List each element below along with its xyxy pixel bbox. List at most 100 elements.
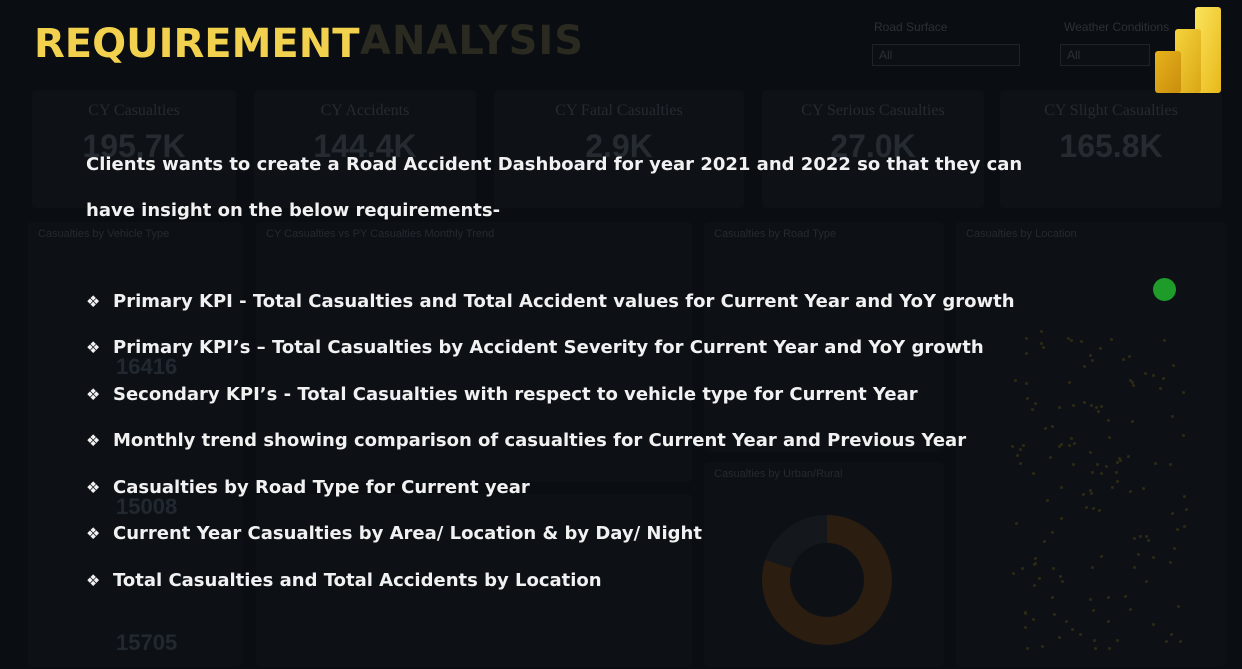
map-point — [1051, 530, 1055, 534]
map-point — [1032, 583, 1036, 587]
panel-title: Casualties by Urban/Rural — [714, 468, 843, 480]
road-surface-select[interactable]: All — [872, 44, 1020, 66]
diamond-bullet-icon: ❖ — [86, 570, 101, 590]
map-point — [1099, 405, 1103, 409]
diamond-bullet-icon: ❖ — [86, 477, 101, 497]
intro-line-2: have insight on the below requirements- — [86, 200, 501, 221]
map-point — [1080, 340, 1084, 344]
map-point — [1052, 612, 1056, 616]
vehicle-value: 16416 — [116, 354, 178, 379]
map-point — [1014, 379, 1018, 383]
map-point — [1129, 489, 1133, 493]
map-point — [1061, 580, 1065, 583]
weather-select[interactable]: All — [1060, 44, 1150, 66]
map-point — [1024, 351, 1028, 355]
map-point — [1091, 566, 1095, 570]
requirement-text: Casualties by Road Type for Current year — [113, 476, 530, 498]
map-point — [1170, 511, 1174, 515]
slide-heading: REQUIREMENT — [34, 21, 360, 67]
intro-text: Clients wants to create a Road Accident … — [86, 142, 1176, 234]
map-point — [1082, 493, 1086, 497]
kpi-value: 27.0K — [830, 128, 916, 164]
diamond-bullet-icon: ❖ — [86, 524, 101, 544]
requirement-item: ❖ Total Casualties and Total Accidents b… — [86, 557, 1015, 604]
map-point — [1164, 639, 1168, 643]
map-point — [1144, 534, 1148, 538]
kpi-label: CY Slight Casualties — [1044, 102, 1178, 119]
map-point — [1015, 522, 1019, 526]
map-point — [1020, 567, 1024, 571]
map-point — [1108, 646, 1112, 650]
map-point — [1128, 379, 1132, 383]
filter-label-weather: Weather Conditions — [1064, 20, 1170, 34]
kpi-card-cy-accidents: CY Accidents 144.4K — [254, 90, 476, 208]
map-point — [1019, 448, 1023, 452]
map-point — [1024, 336, 1028, 340]
map-point — [1092, 639, 1096, 643]
map-point — [1108, 435, 1112, 439]
filter-label-road-surface: Road Surface — [874, 20, 948, 34]
map-point — [1011, 572, 1015, 575]
map-point — [1071, 463, 1075, 467]
diamond-bullet-icon: ❖ — [86, 291, 101, 311]
map-point — [1133, 565, 1137, 569]
map-point — [1105, 464, 1109, 468]
map-point — [1182, 390, 1186, 394]
map-point — [1037, 577, 1041, 581]
map-point — [1089, 450, 1093, 454]
requirement-text: Total Casualties and Total Accidents by … — [113, 569, 602, 591]
map-point — [1159, 387, 1163, 391]
map-point — [1058, 445, 1062, 448]
panel-title: Casualties by Road Type — [714, 228, 837, 240]
map-point — [1097, 410, 1101, 414]
map-point — [1023, 611, 1027, 615]
map-point — [1143, 372, 1147, 376]
kpi-label: CY Casualties — [88, 102, 180, 119]
map-point — [1039, 330, 1043, 334]
map-point — [1092, 609, 1096, 613]
map-point — [1011, 445, 1015, 449]
map-point — [1070, 627, 1074, 631]
map-point — [1130, 380, 1134, 384]
map-point — [1182, 494, 1186, 498]
map-point — [1127, 455, 1131, 459]
kpi-card-cy-serious: CY Serious Casualties 27.0K — [762, 90, 984, 208]
panel-location-map: Casualties by Location — [956, 222, 1226, 667]
map-point — [1122, 357, 1126, 361]
map-point — [1024, 626, 1028, 630]
map-point — [1169, 633, 1173, 637]
map-point — [1098, 346, 1102, 350]
map-point — [1088, 598, 1092, 602]
map-point — [1021, 443, 1025, 447]
map-point — [1146, 538, 1150, 542]
map-point — [1124, 595, 1128, 599]
vehicle-value: 15008 — [116, 494, 178, 519]
requirement-text: Current Year Casualties by Area/ Locatio… — [113, 523, 702, 545]
map-point — [1161, 376, 1165, 380]
kpi-value: 165.8K — [1059, 128, 1163, 164]
map-point — [1175, 528, 1179, 532]
map-point — [1168, 560, 1172, 564]
map-point — [1091, 470, 1095, 474]
map-point — [1163, 339, 1167, 343]
map-point — [1181, 433, 1185, 437]
map-point — [1082, 364, 1086, 368]
requirement-item: ❖ Current Year Casualties by Area/ Locat… — [86, 511, 1015, 558]
map-point — [1088, 488, 1092, 492]
panel-title: Casualties by Vehicle Type — [38, 228, 170, 240]
diamond-bullet-icon: ❖ — [86, 431, 101, 451]
map-point — [1173, 546, 1177, 550]
map-point — [1066, 336, 1070, 340]
map-point — [1085, 506, 1089, 510]
map-point — [1058, 575, 1062, 579]
map-point — [1040, 645, 1044, 649]
map-point — [1046, 498, 1050, 502]
map-point — [1099, 554, 1103, 558]
panel-road-type — [256, 494, 692, 667]
map-point — [1034, 401, 1038, 405]
requirement-text: Primary KPI’s – Total Casualties by Acci… — [113, 337, 984, 359]
map-point — [1089, 354, 1093, 358]
dashboard-title: ANALYSIS — [360, 18, 585, 64]
map-point — [1025, 397, 1029, 401]
